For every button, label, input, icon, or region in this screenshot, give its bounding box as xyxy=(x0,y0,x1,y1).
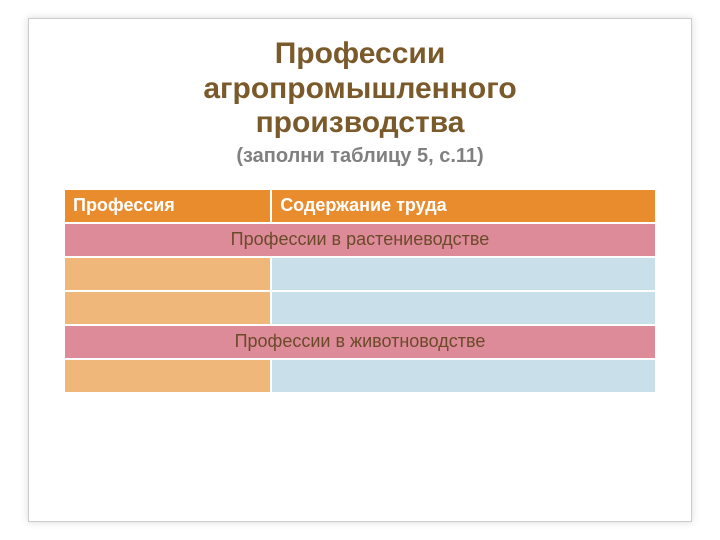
title-line1: Профессии xyxy=(275,37,446,70)
slide-frame: Профессии агропромышленного производства… xyxy=(28,18,692,522)
header-profession: Профессия xyxy=(64,189,271,223)
header-content: Содержание труда xyxy=(271,189,656,223)
section-row: Профессии в растениеводстве xyxy=(64,223,656,257)
title-block: Профессии агропромышленного производства… xyxy=(29,19,691,182)
section-row: Профессии в животноводстве xyxy=(64,325,656,359)
title-subtitle: (заполни таблицу 5, с.11) xyxy=(29,145,691,168)
title-main: Профессии агропромышленного производства xyxy=(29,37,691,141)
professions-table: ПрофессияСодержание трудаПрофессии в рас… xyxy=(63,188,657,394)
title-line2: агропромышленного xyxy=(203,72,516,105)
table-container: ПрофессияСодержание трудаПрофессии в рас… xyxy=(63,188,657,394)
cell-profession xyxy=(64,257,271,291)
cell-profession xyxy=(64,291,271,325)
cell-content xyxy=(271,359,656,393)
cell-profession xyxy=(64,359,271,393)
cell-content xyxy=(271,257,656,291)
title-line3: производства xyxy=(256,106,465,139)
cell-content xyxy=(271,291,656,325)
